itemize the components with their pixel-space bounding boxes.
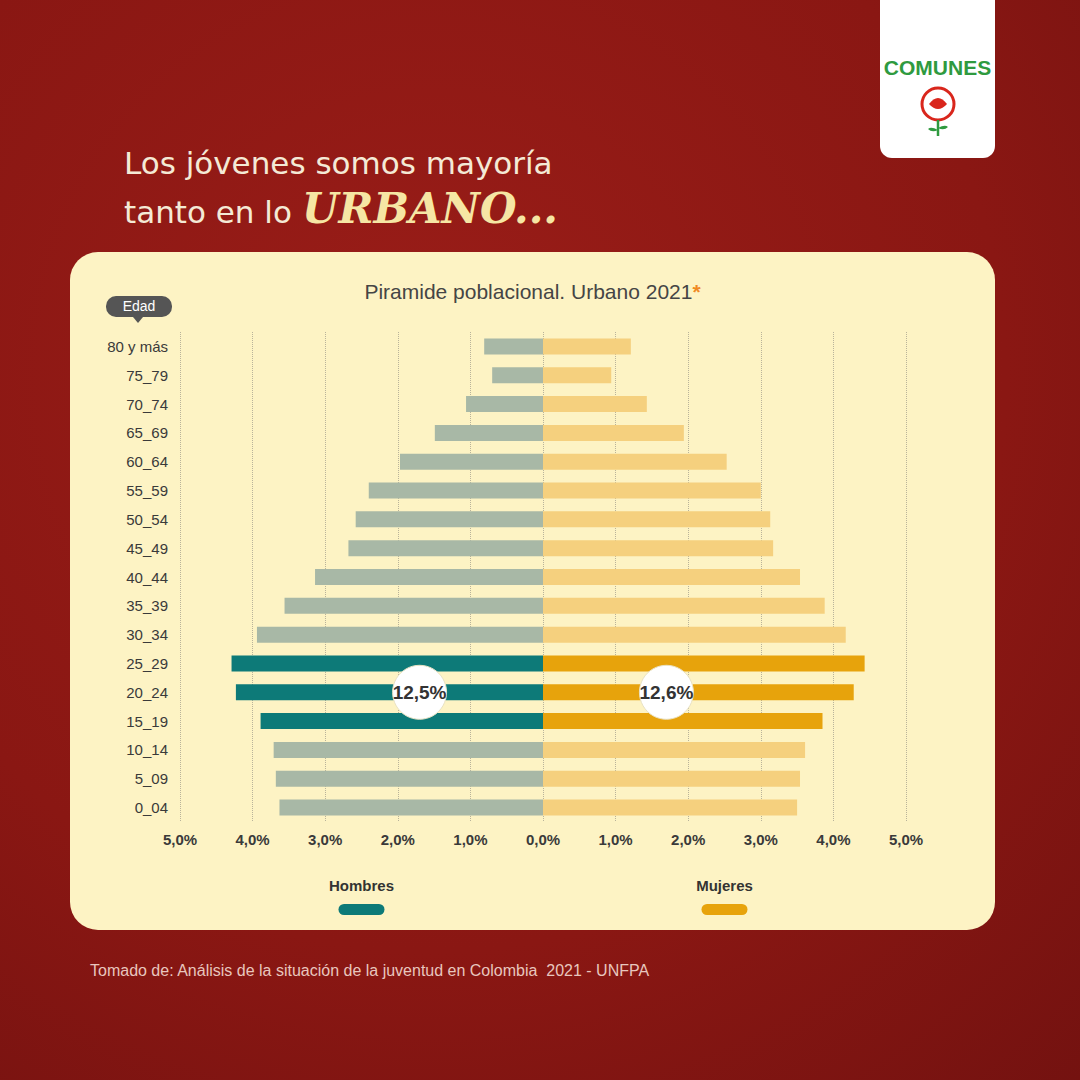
svg-text:50_54: 50_54	[126, 511, 168, 528]
svg-text:0,0%: 0,0%	[526, 831, 560, 848]
svg-text:40_44: 40_44	[126, 569, 168, 586]
svg-text:3,0%: 3,0%	[744, 831, 778, 848]
svg-text:5,0%: 5,0%	[163, 831, 197, 848]
svg-text:10_14: 10_14	[126, 741, 168, 758]
svg-text:4,0%: 4,0%	[816, 831, 850, 848]
svg-text:2,0%: 2,0%	[671, 831, 705, 848]
svg-text:45_49: 45_49	[126, 540, 168, 557]
svg-text:30_34: 30_34	[126, 626, 168, 643]
svg-text:1,0%: 1,0%	[453, 831, 487, 848]
svg-text:Hombres: Hombres	[329, 877, 394, 894]
svg-text:12,6%: 12,6%	[639, 682, 693, 703]
svg-text:25_29: 25_29	[126, 655, 168, 672]
svg-text:0_04: 0_04	[135, 799, 168, 816]
svg-text:5,0%: 5,0%	[889, 831, 923, 848]
svg-text:75_79: 75_79	[126, 367, 168, 384]
svg-text:*: *	[692, 280, 701, 303]
svg-text:15_19: 15_19	[126, 713, 168, 730]
html-text:tanto en lo URBANO...: tanto en lo URBANO...	[124, 184, 558, 233]
svg-text:35_39: 35_39	[126, 597, 168, 614]
html-text:Tomado de: Análisis de la situ: Tomado de: Análisis de la situación de l…	[90, 962, 650, 979]
svg-text:Mujeres: Mujeres	[696, 877, 753, 894]
html-text:Edad: Edad	[122, 298, 156, 314]
svg-text:65_69: 65_69	[126, 424, 168, 441]
svg-text:80 y más: 80 y más	[107, 338, 168, 355]
svg-text:2,0%: 2,0%	[381, 831, 415, 848]
svg-text:12,5%: 12,5%	[393, 682, 447, 703]
svg-text:20_24: 20_24	[126, 684, 168, 701]
svg-text:Piramide poblacional. Urbano 2: Piramide poblacional. Urbano 2021	[364, 280, 692, 303]
html-text:COMUNES: COMUNES	[883, 56, 992, 79]
svg-text:5_09: 5_09	[135, 770, 168, 787]
svg-text:4,0%: 4,0%	[235, 831, 269, 848]
svg-text:3,0%: 3,0%	[308, 831, 342, 848]
svg-text:55_59: 55_59	[126, 482, 168, 499]
svg-text:70_74: 70_74	[126, 396, 168, 413]
html-text:Los jóvenes somos mayoría: Los jóvenes somos mayoría	[124, 145, 553, 181]
svg-text:1,0%: 1,0%	[598, 831, 632, 848]
svg-text:60_64: 60_64	[126, 453, 168, 470]
